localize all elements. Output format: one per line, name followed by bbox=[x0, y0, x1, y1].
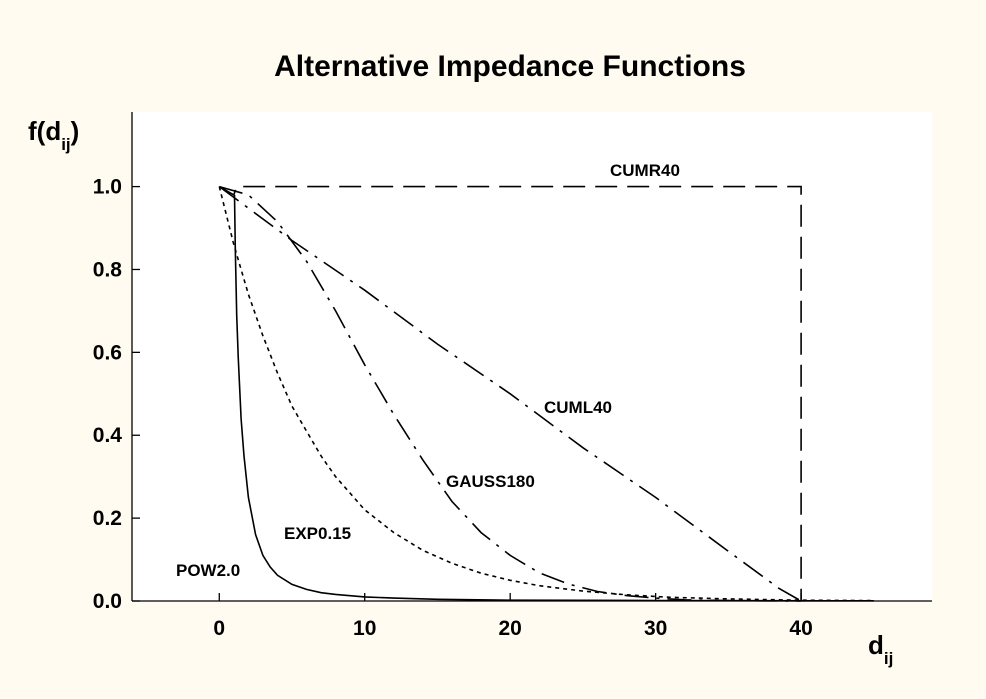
y-axis-label-main: f(d bbox=[28, 116, 61, 146]
y-tick-label: 0.0 bbox=[93, 590, 122, 613]
series-label-pow20: POW2.0 bbox=[176, 561, 240, 580]
series-label-gauss180: GAUSS180 bbox=[446, 472, 535, 491]
x-tick-label: 30 bbox=[644, 617, 667, 640]
plot-area bbox=[132, 112, 932, 601]
axes: 0.0 0.2 0.4 0.6 0.8 1.0 0 10 20 30 40 bbox=[93, 112, 932, 640]
series-label-exp015: EXP0.15 bbox=[284, 524, 351, 543]
y-axis-label: f(dij) bbox=[28, 116, 79, 154]
x-tick-label: 40 bbox=[789, 617, 812, 640]
y-tick-label: 0.4 bbox=[93, 424, 123, 447]
chart-title: Alternative Impedance Functions bbox=[274, 50, 746, 83]
series-labels: CUMR40 CUML40 GAUSS180 EXP0.15 POW2.0 bbox=[176, 161, 680, 580]
x-axis-label-sub: ij bbox=[884, 649, 893, 668]
x-axis-label: dij bbox=[868, 630, 893, 668]
series-line-pow20 bbox=[233, 194, 874, 602]
x-axis-label-main: d bbox=[868, 630, 884, 660]
x-tick-label: 20 bbox=[499, 617, 522, 640]
y-tick-label: 1.0 bbox=[93, 176, 122, 199]
series-label-cumr40: CUMR40 bbox=[610, 161, 680, 180]
series-layer bbox=[218, 185, 874, 602]
y-axis-label-close: ) bbox=[71, 116, 80, 146]
series-line-cuml40 bbox=[218, 185, 802, 602]
y-tick-label: 0.2 bbox=[93, 507, 122, 530]
y-tick-label: 0.8 bbox=[93, 258, 123, 281]
y-tick-label: 0.6 bbox=[93, 341, 122, 364]
x-tick-label: 10 bbox=[353, 617, 376, 640]
series-line-gauss180 bbox=[219, 185, 802, 602]
series-line-cumr40 bbox=[218, 185, 802, 601]
x-tick-label: 0 bbox=[213, 617, 225, 640]
y-axis-label-sub: ij bbox=[61, 135, 70, 154]
series-label-cuml40: CUML40 bbox=[544, 398, 612, 417]
